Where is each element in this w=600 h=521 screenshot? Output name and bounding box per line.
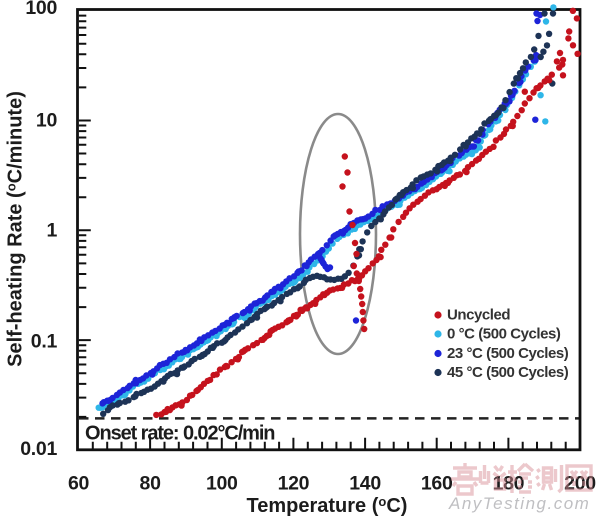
svg-text:10: 10 bbox=[36, 110, 58, 132]
svg-text:AnyTesting.com: AnyTesting.com bbox=[448, 494, 590, 513]
svg-text:60: 60 bbox=[68, 473, 90, 495]
svg-text:100: 100 bbox=[206, 473, 238, 495]
svg-text:120: 120 bbox=[278, 473, 310, 495]
svg-text:23 °C (500 Cycles): 23 °C (500 Cycles) bbox=[447, 345, 569, 362]
svg-text:140: 140 bbox=[349, 473, 381, 495]
svg-text:100: 100 bbox=[25, 0, 57, 19]
svg-text:Self-heating Rate (oC/minute): Self-heating Rate (oC/minute) bbox=[4, 91, 27, 367]
svg-text:80: 80 bbox=[140, 473, 162, 495]
svg-text:Onset rate: 0.02°C/min: Onset rate: 0.02°C/min bbox=[85, 423, 274, 445]
svg-text:180: 180 bbox=[493, 473, 525, 495]
svg-text:200: 200 bbox=[564, 473, 596, 495]
svg-text:0 °C (500 Cycles): 0 °C (500 Cycles) bbox=[447, 326, 561, 343]
svg-text:Temperature (oC): Temperature (oC) bbox=[247, 494, 408, 517]
svg-text:1: 1 bbox=[46, 219, 57, 241]
svg-text:Uncycled: Uncycled bbox=[447, 307, 510, 324]
svg-text:160: 160 bbox=[421, 473, 453, 495]
svg-text:45 °C (500 Cycles): 45 °C (500 Cycles) bbox=[447, 364, 569, 381]
svg-text:0.1: 0.1 bbox=[31, 331, 58, 353]
svg-text:0.01: 0.01 bbox=[20, 438, 57, 460]
